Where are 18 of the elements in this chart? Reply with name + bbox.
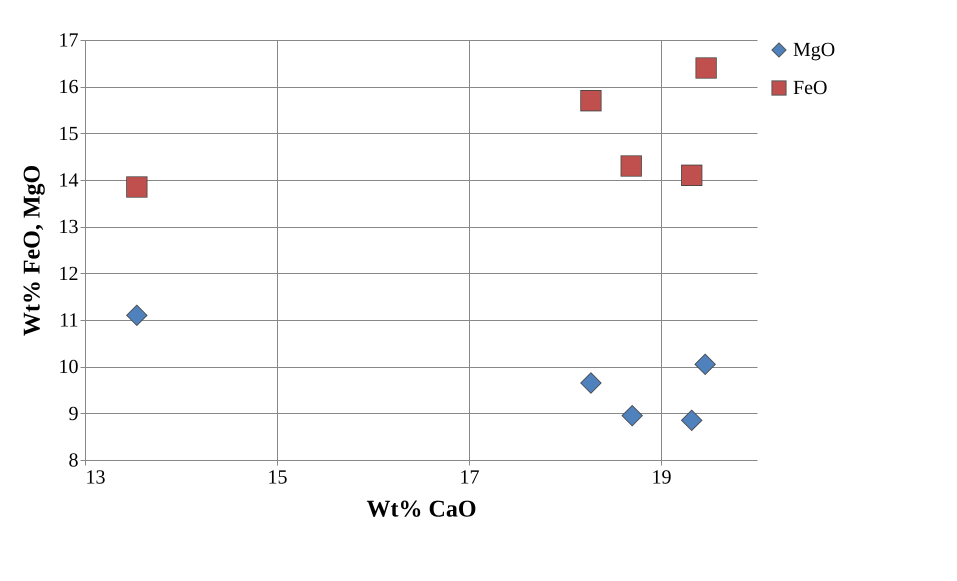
- y-tick-label: 12: [58, 262, 78, 285]
- x-tick-label: 17: [460, 466, 480, 488]
- legend-label: FeO: [793, 77, 828, 99]
- y-tick-label: 14: [58, 170, 78, 192]
- y-tick-label: 10: [58, 356, 78, 378]
- x-axis-title: Wt% CaO: [366, 496, 476, 522]
- x-tick-label: 15: [268, 466, 288, 488]
- y-tick-label: 15: [58, 122, 78, 145]
- y-tick-label: 9: [68, 402, 78, 425]
- y-tick-label: 17: [58, 30, 78, 52]
- y-tick-label: 16: [58, 76, 78, 98]
- y-tick-label: 11: [59, 310, 78, 332]
- legend-label: MgO: [793, 39, 836, 61]
- y-tick-label: 13: [58, 216, 78, 238]
- x-tick-label: 13: [86, 466, 106, 488]
- y-axis-title: Wt% FeO, MgO: [20, 164, 46, 336]
- y-tick-label: 8: [68, 450, 78, 472]
- x-tick-label: 19: [652, 466, 672, 488]
